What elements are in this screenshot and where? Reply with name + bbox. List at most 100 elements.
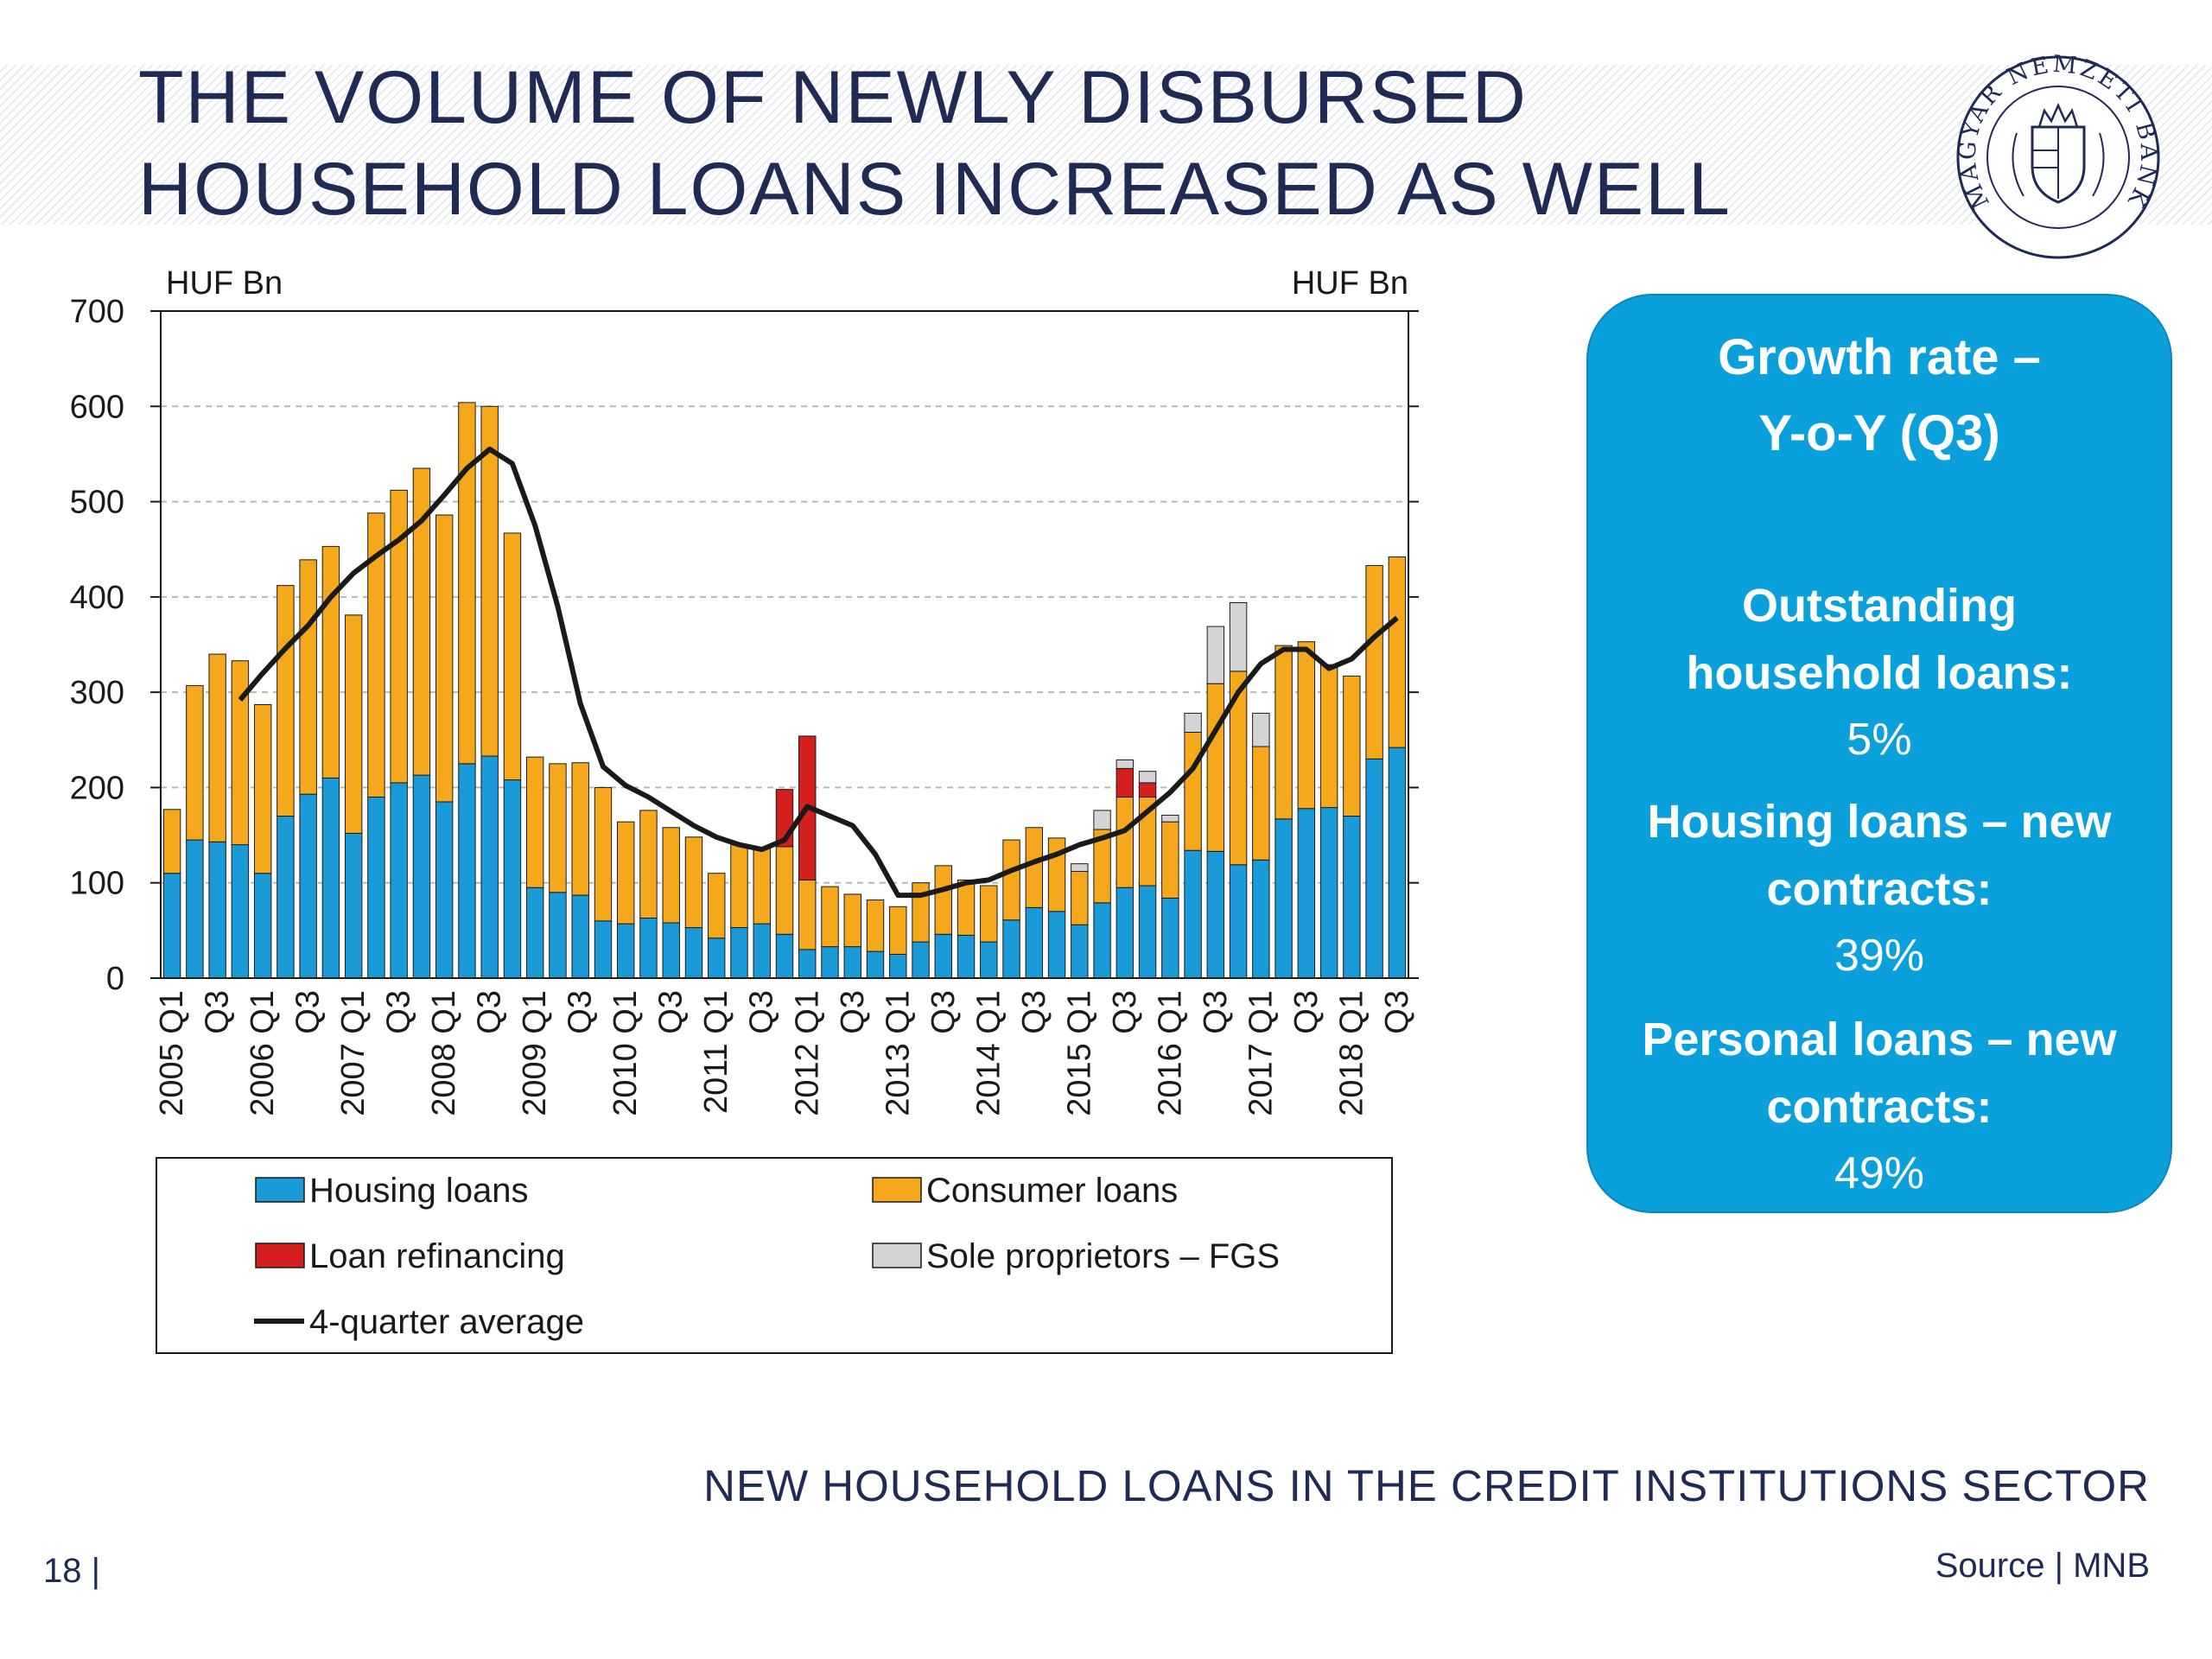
x-tick-label: Q3: [925, 990, 962, 1034]
bar-housing-loans: [1071, 924, 1089, 979]
metric-label-line: contracts:: [1766, 1081, 1993, 1133]
bar-consumer-loans: [412, 467, 431, 776]
legend-label: 4-quarter average: [309, 1303, 584, 1341]
bar-sole-proprietors-fgs: [1161, 814, 1179, 823]
bar-consumer-loans: [571, 762, 589, 896]
bar-housing-loans: [843, 946, 861, 979]
x-tick-label: Q3: [1107, 990, 1143, 1034]
y-tick-left: 500: [70, 485, 124, 521]
bar-sole-proprietors-fgs: [1138, 771, 1157, 784]
bar-housing-loans: [253, 873, 272, 979]
bar-housing-loans: [639, 918, 658, 979]
bar-housing-loans: [1365, 758, 1383, 979]
bar-housing-loans: [571, 894, 589, 979]
bar-consumer-loans: [344, 614, 363, 834]
bar-consumer-loans: [1343, 675, 1361, 817]
bar-consumer-loans: [458, 402, 476, 765]
bar-housing-loans: [162, 873, 181, 979]
legend-label: Loan refinancing: [309, 1237, 565, 1275]
x-tick-label: Q3: [835, 990, 871, 1034]
x-tick-label: 2006 Q1: [245, 990, 281, 1116]
bar-consumer-loans: [525, 756, 544, 888]
metric-value: 49%: [1834, 1148, 1925, 1198]
bar-housing-loans: [1184, 849, 1202, 979]
bar-consumer-loans: [1071, 870, 1089, 925]
right-axis-unit: HUF Bn: [1292, 265, 1408, 302]
legend-label: Housing loans: [309, 1172, 529, 1210]
bar-consumer-loans: [1161, 821, 1179, 899]
metric-value: 39%: [1834, 931, 1925, 981]
bar-consumer-loans: [889, 906, 907, 955]
bar-housing-loans: [1206, 850, 1225, 979]
x-tick-label: 2015 Q1: [1061, 990, 1097, 1116]
bar-consumer-loans: [594, 786, 613, 922]
page-number: 18 |: [43, 1552, 100, 1590]
y-tick-left: 100: [70, 866, 124, 902]
bar-sole-proprietors-fgs: [1206, 626, 1225, 684]
bar-consumer-loans: [186, 684, 204, 841]
bar-consumer-loans: [1002, 839, 1020, 921]
bar-sole-proprietors-fgs: [1116, 759, 1135, 769]
bar-housing-loans: [934, 933, 952, 979]
x-tick-label: 2016 Q1: [1152, 990, 1188, 1116]
bar-loan-refinancing: [1138, 782, 1157, 798]
bar-consumer-loans: [775, 846, 794, 935]
bars-group: [162, 402, 1407, 979]
bar-housing-loans: [299, 793, 317, 979]
bar-consumer-loans: [503, 532, 522, 781]
bar-housing-loans: [1252, 859, 1270, 979]
bar-housing-loans: [730, 927, 748, 979]
bar-housing-loans: [1388, 747, 1407, 979]
bar-housing-loans: [1047, 911, 1066, 979]
x-tick-label: Q3: [472, 990, 508, 1034]
metric-housing-loans-new-contracts: Housing loans – new contracts: 39%: [1588, 788, 2171, 988]
x-tick-label: 2009 Q1: [517, 990, 553, 1116]
bar-consumer-loans: [276, 585, 295, 817]
bar-sole-proprietors-fgs: [1229, 601, 1248, 672]
bar-housing-loans: [912, 941, 930, 979]
bar-housing-loans: [1025, 906, 1044, 979]
y-tick-left: 0: [106, 961, 124, 997]
series-line-4-quarter-average: [238, 446, 1399, 899]
y-tick-left: 200: [70, 770, 124, 806]
bar-consumer-loans: [843, 893, 861, 948]
bar-housing-loans: [1002, 919, 1020, 979]
bar-consumer-loans: [480, 405, 499, 757]
bar-housing-loans: [775, 933, 794, 979]
bar-consumer-loans: [617, 821, 635, 925]
bar-consumer-loans: [1319, 664, 1338, 809]
x-tick-label: Q3: [653, 990, 690, 1034]
bar-housing-loans: [980, 941, 998, 979]
bar-housing-loans: [186, 839, 204, 979]
bar-sole-proprietors-fgs: [1184, 712, 1202, 733]
x-tick-label: 2017 Q1: [1243, 990, 1279, 1116]
x-tick-label: 2012 Q1: [789, 990, 825, 1116]
legend-box: [156, 1157, 1393, 1354]
growth-rate-title-line-1: Growth rate –: [1718, 329, 2041, 385]
x-tick-label: Q3: [1288, 990, 1325, 1034]
bar-housing-loans: [798, 949, 817, 979]
bar-housing-loans: [1138, 885, 1157, 979]
bar-housing-loans: [321, 777, 340, 979]
bar-housing-loans: [549, 892, 567, 979]
bar-housing-loans: [208, 841, 226, 979]
y-tick-left: 400: [70, 580, 124, 616]
x-tick-label: 2011 Q1: [698, 990, 734, 1114]
bar-consumer-loans: [1297, 641, 1316, 810]
x-tick-label: 2007 Q1: [335, 990, 372, 1116]
bar-housing-loans: [1161, 897, 1179, 979]
metric-value: 5%: [1847, 715, 1912, 765]
title-band-hatch: [0, 65, 2212, 225]
bar-housing-loans: [1229, 864, 1248, 979]
title-line-2: HOUSEHOLD LOANS INCREASED AS WELL: [138, 148, 1732, 231]
axes-group: 0010010020020030030040040050050060060070…: [70, 265, 1419, 997]
bar-consumer-loans: [1116, 796, 1135, 888]
bar-consumer-loans: [708, 873, 726, 939]
x-tick-label: 2008 Q1: [426, 990, 462, 1116]
bar-sole-proprietors-fgs: [1093, 810, 1111, 830]
bar-consumer-loans: [208, 653, 226, 842]
bar-consumer-loans: [1184, 731, 1202, 851]
loans-chart: 0010010020020030030040040050050060060070…: [70, 265, 1419, 1354]
bar-housing-loans: [435, 801, 454, 979]
bar-housing-loans: [662, 922, 680, 979]
